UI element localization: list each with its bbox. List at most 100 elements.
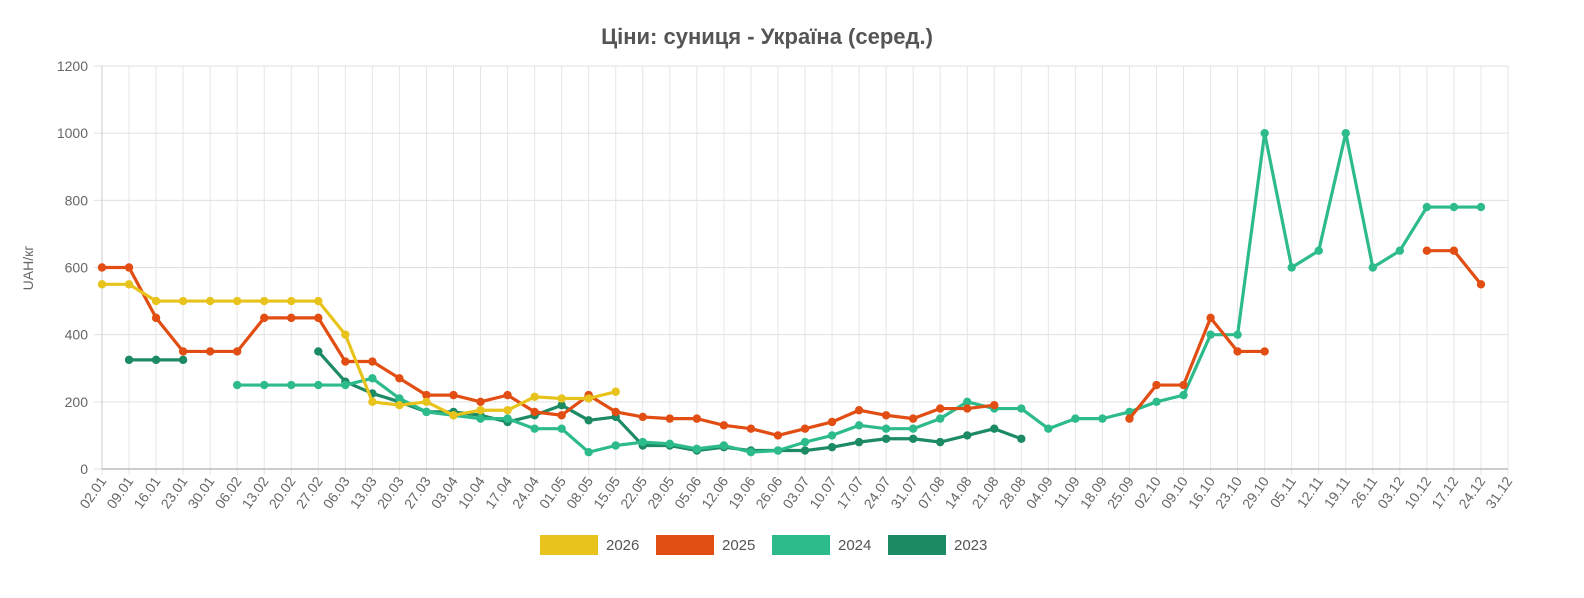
data-point-2024: [881, 424, 891, 433]
x-tick-label: 31.07: [887, 473, 920, 511]
x-tick-label: 29.10: [1239, 473, 1272, 511]
data-point-2025: [1260, 347, 1269, 356]
x-tick-label: 17.12: [1428, 473, 1461, 511]
legend-swatch: [772, 535, 830, 555]
data-point-2024: [1341, 128, 1350, 138]
data-point-2026: [178, 296, 188, 306]
data-point-2024: [1179, 390, 1188, 400]
legend-item-2024[interactable]: 2024: [772, 535, 871, 555]
data-point-2024: [908, 424, 918, 433]
y-axis-label: UAH/кг: [20, 246, 36, 291]
x-tick-label: 20.02: [266, 473, 299, 511]
x-tick-label: 23.10: [1212, 473, 1245, 511]
x-tick-label: 04.09: [1023, 473, 1056, 511]
data-point-2024: [476, 414, 485, 423]
legend-item-2023[interactable]: 2023: [888, 535, 987, 555]
legend-label: 2023: [954, 537, 987, 554]
x-tick-label: 10.07: [806, 473, 839, 511]
legend-item-2026[interactable]: 2026: [540, 535, 639, 555]
data-point-2023: [314, 347, 323, 356]
axes: 0 200 400 600 800 1000 1200 02.0109.0116.0123.0…: [57, 58, 1516, 511]
x-tick-label: 07.08: [914, 473, 947, 511]
x-tick-label: 03.04: [428, 473, 461, 511]
data-point-2024: [1260, 128, 1269, 138]
x-tick-label: 03.07: [779, 473, 812, 511]
x-tick-label: 28.08: [996, 473, 1029, 511]
data-point-2024: [1287, 263, 1296, 272]
y-tick-label: 200: [65, 394, 89, 410]
data-point-2023: [124, 355, 134, 365]
data-point-2025: [1476, 280, 1486, 289]
data-point-2025: [368, 357, 377, 366]
x-tick-label: 20.03: [374, 473, 407, 511]
x-tick-label: 02.10: [1131, 473, 1164, 511]
x-tick-label: 25.09: [1104, 473, 1137, 511]
data-point-2025: [692, 414, 702, 423]
data-point-2024: [963, 397, 972, 407]
series-2026: [97, 280, 620, 420]
data-point-2023: [827, 442, 837, 452]
series-line-2026: [100, 282, 618, 417]
y-tick-label: 1000: [57, 125, 88, 141]
x-tick-label: 16.01: [130, 473, 163, 511]
x-tick-label: 26.11: [1348, 473, 1381, 510]
data-point-2024: [368, 374, 377, 383]
data-point-2023: [1017, 434, 1026, 443]
data-point-2025: [287, 313, 296, 323]
data-point-2023: [557, 400, 566, 410]
x-tick-label: 26.06: [752, 473, 785, 511]
x-tick-label: 24.12: [1455, 473, 1488, 511]
chart-title: Ціни: суниця - Україна (серед.): [601, 24, 933, 49]
data-point-2024: [1206, 330, 1215, 339]
series-line-2025: [100, 265, 996, 438]
series-2025: [97, 246, 1486, 440]
data-point-2024: [638, 437, 647, 447]
legend-label: 2024: [838, 537, 871, 554]
x-tick-label: 24.07: [860, 473, 893, 511]
data-point-2023: [935, 437, 945, 447]
data-point-2024: [584, 448, 593, 457]
data-point-2025: [476, 397, 485, 407]
data-point-2024: [1368, 263, 1378, 272]
data-point-2025: [665, 414, 675, 423]
data-point-2024: [611, 441, 620, 450]
data-point-2025: [260, 313, 269, 323]
data-point-2024: [341, 380, 350, 390]
data-point-2024: [1422, 202, 1432, 212]
data-point-2024: [854, 421, 864, 430]
data-point-2025: [97, 263, 107, 272]
legend-swatch: [888, 535, 946, 555]
data-point-2025: [990, 400, 999, 410]
data-point-2023: [151, 355, 161, 365]
data-point-2024: [1395, 246, 1405, 255]
x-tick-label: 06.02: [211, 473, 244, 511]
data-point-2024: [557, 424, 566, 433]
legend-swatch: [540, 535, 598, 555]
data-point-2024: [287, 380, 296, 390]
legend-label: 2025: [722, 537, 755, 554]
data-point-2023: [990, 424, 999, 433]
x-tick-label: 11.09: [1050, 473, 1083, 510]
data-point-2025: [963, 404, 972, 413]
data-point-2024: [827, 431, 837, 440]
data-point-2026: [557, 394, 566, 403]
data-point-2024: [1233, 330, 1242, 339]
data-point-2024: [1098, 414, 1107, 423]
data-point-2025: [1125, 414, 1134, 423]
legend-item-2025[interactable]: 2025: [656, 535, 755, 555]
data-point-2026: [476, 406, 485, 415]
data-point-2024: [1314, 246, 1323, 255]
data-point-2025: [530, 407, 539, 417]
series-layer: [97, 128, 1486, 457]
data-point-2025: [854, 406, 864, 415]
data-point-2024: [1017, 404, 1026, 413]
x-tick-label: 13.02: [238, 473, 271, 511]
x-tick-label: 21.08: [969, 473, 1002, 511]
data-point-2023: [908, 434, 918, 443]
data-point-2024: [1071, 414, 1080, 423]
data-point-2025: [719, 421, 729, 430]
x-tick-label: 17.04: [482, 473, 515, 511]
y-tick-label: 400: [65, 327, 89, 343]
data-point-2024: [800, 437, 810, 447]
x-tick-label: 19.11: [1321, 473, 1354, 510]
